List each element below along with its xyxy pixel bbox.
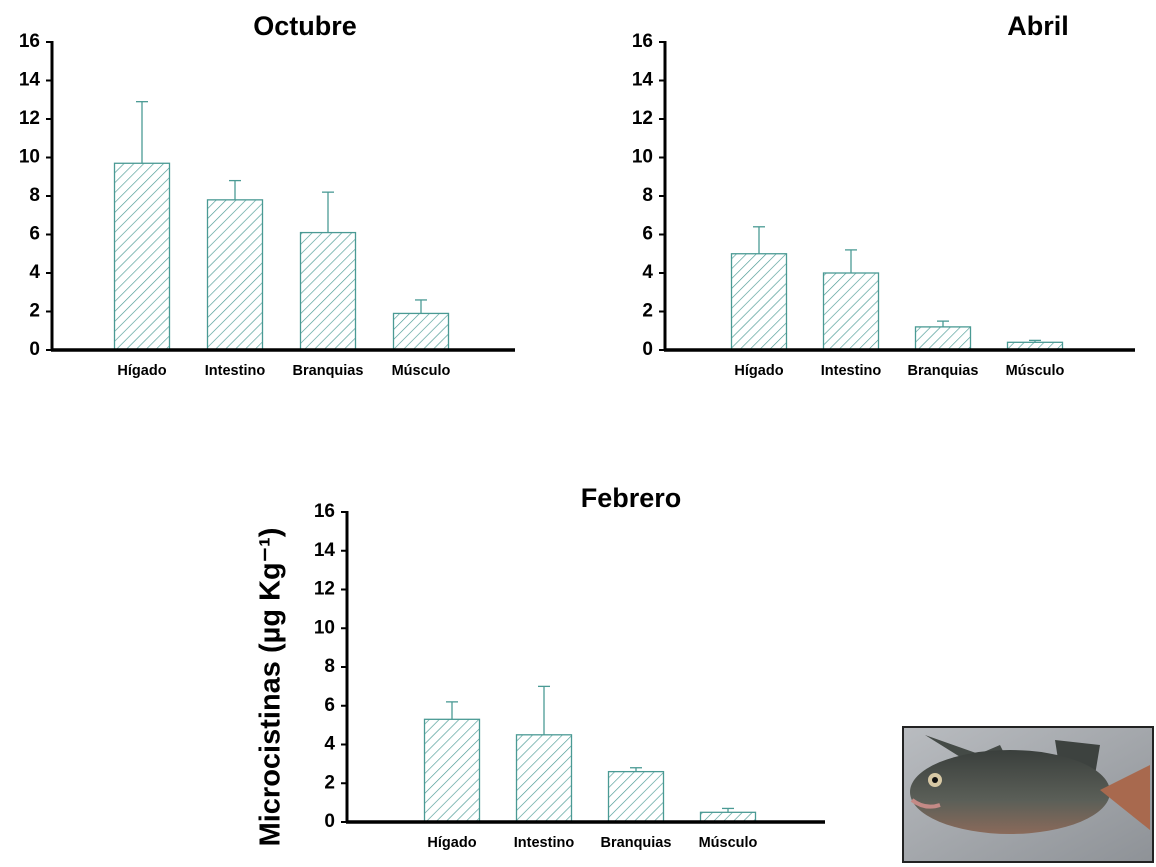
bar (732, 254, 787, 350)
figure: Octubre 0 2 4 6 8 10 12 14 16 Hígado Intestino Branq… (0, 0, 1156, 867)
y-tick-label: 0 (324, 811, 335, 832)
y-tick-label: 6 (29, 224, 40, 245)
y-tick-label: 0 (642, 339, 653, 360)
bar (208, 200, 263, 350)
y-tick-label: 14 (632, 70, 654, 91)
x-tick-label: Músculo (699, 835, 758, 851)
y-tick-label: 8 (642, 185, 653, 206)
bar (916, 327, 971, 350)
x-tick-label: Músculo (392, 363, 451, 379)
y-tick-label: 16 (632, 31, 653, 52)
y-tick-label: 6 (324, 695, 335, 716)
x-tick-label: Hígado (734, 363, 783, 379)
chart: Abril 0 2 4 6 8 10 12 14 16 Hígado Intestino Branqui… (632, 11, 1135, 379)
error-bar (937, 321, 949, 327)
bar (115, 163, 170, 350)
bar (517, 735, 572, 822)
y-tick-label: 10 (314, 617, 335, 638)
error-bar (446, 702, 458, 719)
y-tick-label: 4 (642, 262, 653, 283)
error-bar (753, 227, 765, 254)
x-tick-label: Hígado (427, 835, 476, 851)
y-tick-label: 14 (314, 540, 336, 561)
error-bar (845, 250, 857, 273)
chart-title: Abril (1007, 11, 1069, 41)
y-tick-label: 2 (642, 301, 653, 322)
y-axis-label: Microcistinas (µg Kg⁻¹) (255, 528, 287, 847)
y-tick-label: 4 (324, 734, 335, 755)
bar (609, 772, 664, 822)
bar (824, 273, 879, 350)
x-tick-label: Hígado (117, 363, 166, 379)
chart-title: Octubre (253, 11, 357, 41)
y-tick-label: 10 (632, 147, 653, 168)
chart: Octubre 0 2 4 6 8 10 12 14 16 Hígado Intestino Branq… (19, 11, 515, 379)
y-tick-label: 12 (19, 108, 40, 129)
y-tick-label: 14 (19, 70, 41, 91)
y-tick-label: 12 (632, 108, 653, 129)
y-tick-label: 0 (29, 339, 40, 360)
bar (425, 719, 480, 822)
x-tick-label: Intestino (821, 363, 882, 379)
y-tick-label: 2 (29, 301, 40, 322)
x-tick-label: Músculo (1006, 363, 1065, 379)
error-bar (415, 300, 427, 313)
bar (301, 233, 356, 350)
error-bar (136, 102, 148, 164)
y-tick-label: 12 (314, 579, 335, 600)
page: Octubre 0 2 4 6 8 10 12 14 16 Hígado Intestino Branq… (0, 0, 1156, 867)
bar (394, 313, 449, 350)
fish-photo (903, 727, 1153, 862)
error-bar (229, 181, 241, 200)
x-tick-label: Branquias (908, 363, 979, 379)
error-bar (322, 192, 334, 232)
x-tick-label: Intestino (514, 835, 575, 851)
chart-title: Febrero (581, 483, 682, 513)
error-bar (538, 686, 550, 734)
x-tick-label: Intestino (205, 363, 266, 379)
y-tick-label: 6 (642, 224, 653, 245)
y-tick-label: 16 (19, 31, 40, 52)
y-tick-label: 10 (19, 147, 40, 168)
y-tick-label: 8 (29, 185, 40, 206)
x-tick-label: Branquias (601, 835, 672, 851)
y-tick-label: 16 (314, 501, 335, 522)
x-tick-label: Branquias (293, 363, 364, 379)
chart: Febrero Microcistinas (µg Kg⁻¹) 0 2 4 6 8 10 12 1… (255, 483, 825, 851)
y-tick-label: 4 (29, 262, 40, 283)
y-tick-label: 8 (324, 656, 335, 677)
y-tick-label: 2 (324, 772, 335, 793)
